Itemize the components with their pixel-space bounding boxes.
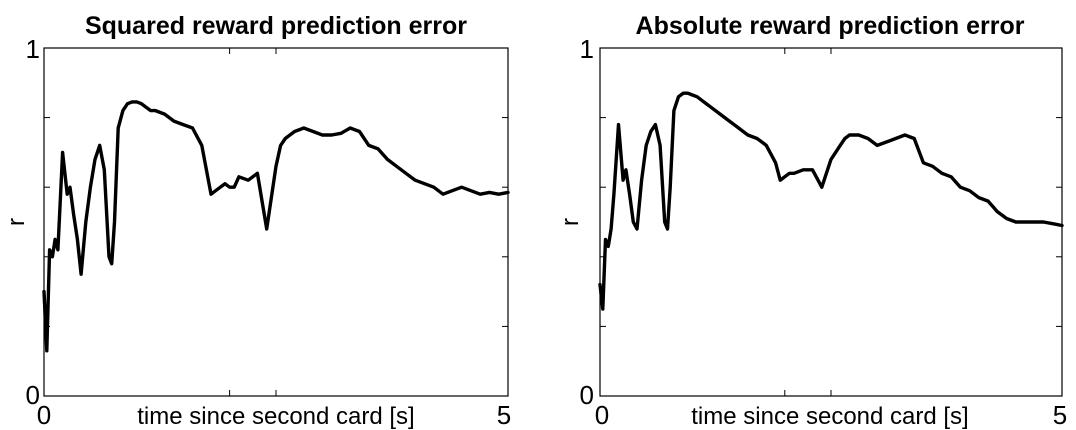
x-tick-label-min: 0	[37, 400, 51, 430]
chart-panel-squared: Squared reward prediction error 1 0 0 5 …	[3, 12, 511, 430]
chart-panel-absolute: Absolute reward prediction error 1 0 0 5…	[557, 12, 1067, 430]
series-line	[42, 100, 510, 353]
y-axis-label: r	[557, 218, 584, 226]
plot-area	[43, 47, 509, 397]
chart-title: Squared reward prediction error	[85, 12, 467, 40]
x-tick-label-max: 5	[1053, 400, 1067, 430]
x-axis-label: time since second card [s]	[137, 403, 414, 430]
y-axis-label: r	[3, 218, 30, 226]
x-tick-label-max: 5	[497, 400, 511, 430]
y-tick-label-min: 0	[26, 380, 40, 410]
series-line	[598, 91, 1064, 311]
y-tick-label-max: 1	[26, 34, 40, 64]
chart-title: Absolute reward prediction error	[636, 12, 1025, 40]
y-tick-label-max: 1	[580, 34, 594, 64]
x-tick-label-min: 0	[595, 400, 609, 430]
y-tick-label-min: 0	[580, 380, 594, 410]
x-axis-label: time since second card [s]	[691, 403, 968, 430]
